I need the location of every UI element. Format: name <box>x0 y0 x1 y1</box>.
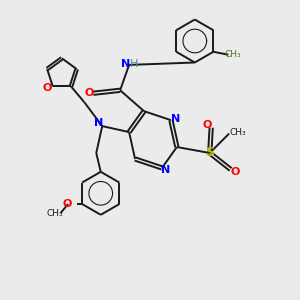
Text: CH₃: CH₃ <box>46 208 63 217</box>
Text: O: O <box>202 120 211 130</box>
Text: H: H <box>130 59 139 69</box>
Text: N: N <box>94 118 103 128</box>
Text: S: S <box>205 146 214 160</box>
Text: O: O <box>85 88 94 98</box>
Text: CH₃: CH₃ <box>229 128 246 137</box>
Text: N: N <box>161 165 170 175</box>
Text: O: O <box>43 83 52 93</box>
Text: CH₃: CH₃ <box>224 50 241 59</box>
Text: O: O <box>62 199 72 209</box>
Text: N: N <box>121 59 130 69</box>
Text: N: N <box>171 114 180 124</box>
Text: O: O <box>230 167 240 177</box>
